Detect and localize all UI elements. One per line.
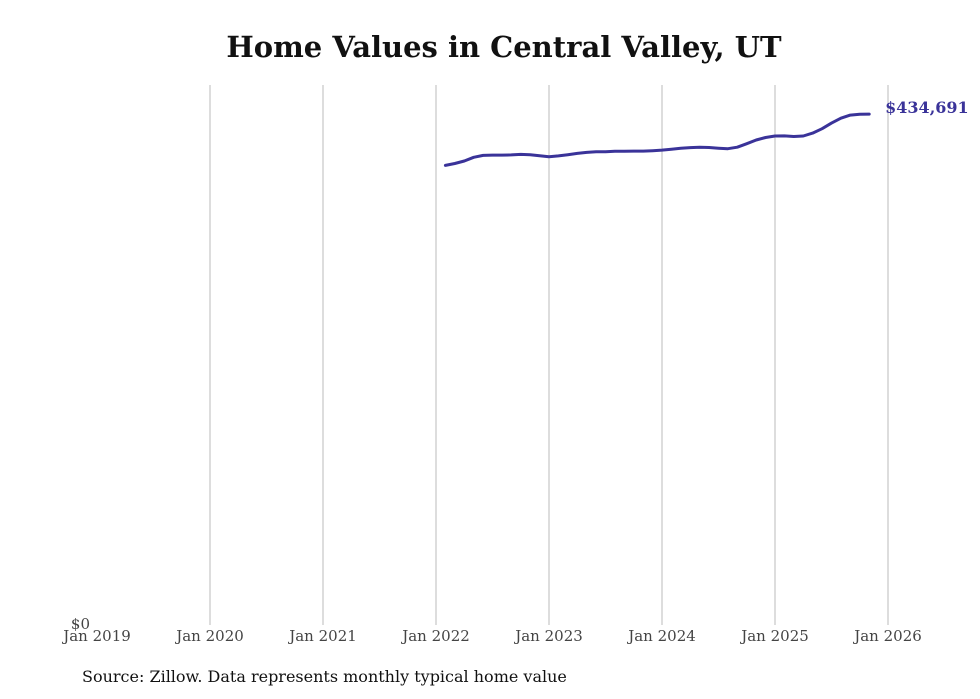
x-tick-label: Jan 2026 xyxy=(852,627,922,645)
x-tick-label: Jan 2020 xyxy=(174,627,244,645)
series-line xyxy=(443,112,871,167)
end-value-label: $434,691 xyxy=(885,98,969,117)
x-tick-label: Jan 2025 xyxy=(739,627,809,645)
chart-title: Home Values in Central Valley, UT xyxy=(226,30,782,64)
x-tick-label: Jan 2023 xyxy=(513,627,583,645)
x-tick-label: Jan 2022 xyxy=(400,627,470,645)
x-tick-label: Jan 2024 xyxy=(626,627,696,645)
x-tick-label: Jan 2021 xyxy=(287,627,357,645)
source-note: Source: Zillow. Data represents monthly … xyxy=(82,667,567,686)
y-axis-zero-label: $0 xyxy=(71,615,90,633)
x-tick-label: Jan 2019 xyxy=(61,627,131,645)
